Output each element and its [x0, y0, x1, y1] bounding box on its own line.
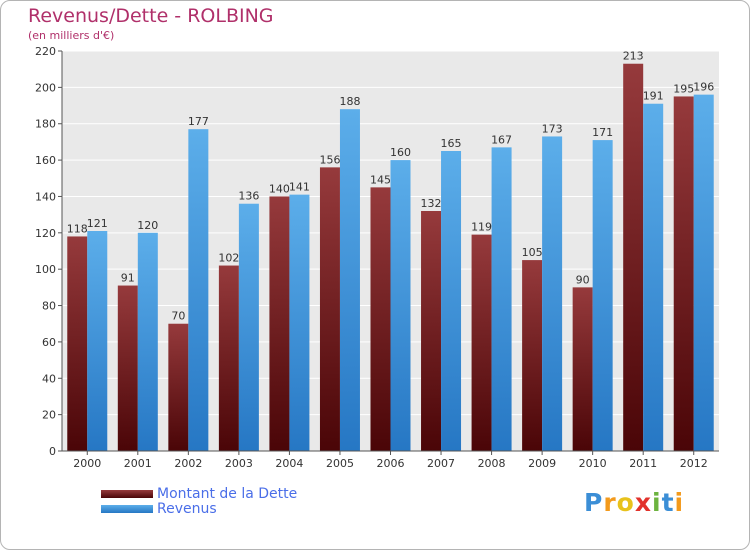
- data-label-debt: 156: [319, 153, 340, 166]
- x-tick-label: 2011: [629, 457, 657, 470]
- bar-debt: [421, 211, 442, 451]
- proxiti-logo: Proxiti: [584, 488, 684, 517]
- data-label-debt: 105: [522, 246, 543, 259]
- data-label-revenus: 141: [289, 181, 310, 194]
- bar-revenus: [289, 194, 310, 452]
- legend-swatch-debt: [101, 490, 153, 498]
- data-label-debt: 140: [269, 182, 290, 195]
- bar-debt: [67, 236, 88, 451]
- data-label-revenus: 191: [643, 90, 664, 103]
- bar-revenus: [137, 232, 158, 451]
- data-label-debt: 119: [471, 221, 492, 234]
- logo-letter: t: [661, 488, 675, 517]
- logo-letter: o: [616, 488, 635, 517]
- y-tick-label: 60: [42, 336, 56, 349]
- y-tick-label: 160: [35, 154, 56, 167]
- logo-letter: r: [603, 488, 617, 517]
- bar-revenus: [592, 140, 613, 451]
- y-tick-label: 180: [35, 118, 56, 131]
- x-tick-label: 2001: [124, 457, 152, 470]
- legend-label-debt: Montant de la Dette: [157, 486, 298, 502]
- bar-debt: [218, 265, 239, 451]
- bar-revenus: [542, 136, 563, 452]
- legend-label-revenus: Revenus: [157, 501, 217, 517]
- x-tick-label: 2006: [377, 457, 405, 470]
- bar-revenus: [390, 160, 411, 451]
- bar-debt: [370, 187, 391, 451]
- data-label-debt: 213: [623, 50, 644, 63]
- x-tick-label: 2004: [275, 457, 303, 470]
- y-tick-label: 120: [35, 227, 56, 240]
- data-label-revenus: 165: [441, 137, 462, 150]
- data-label-revenus: 160: [390, 146, 411, 159]
- data-label-debt: 195: [673, 82, 694, 95]
- x-tick-label: 2009: [528, 457, 556, 470]
- y-tick-label: 100: [35, 263, 56, 276]
- y-tick-label: 80: [42, 300, 56, 313]
- data-label-debt: 118: [67, 222, 88, 235]
- bar-debt: [522, 260, 543, 451]
- data-label-revenus: 196: [693, 81, 714, 94]
- data-label-debt: 132: [421, 197, 442, 210]
- data-label-revenus: 173: [542, 122, 563, 135]
- data-label-revenus: 167: [491, 133, 512, 146]
- bar-revenus: [643, 103, 664, 452]
- data-label-debt: 102: [218, 252, 239, 265]
- x-tick-label: 2003: [225, 457, 253, 470]
- data-label-revenus: 171: [592, 126, 613, 139]
- bar-debt: [471, 234, 492, 451]
- bar-revenus: [339, 109, 360, 451]
- bar-debt: [168, 323, 189, 451]
- chart-subtitle: (en milliers d'€): [28, 29, 115, 42]
- bar-debt: [572, 287, 593, 451]
- data-label-debt: 90: [576, 273, 590, 286]
- data-label-debt: 91: [121, 272, 135, 285]
- y-tick-label: 40: [42, 372, 56, 385]
- data-label-revenus: 120: [137, 219, 158, 232]
- bar-debt: [623, 63, 644, 452]
- x-tick-label: 2008: [478, 457, 506, 470]
- bar-revenus: [441, 151, 462, 451]
- chart-title: Revenus/Dette - ROLBING: [28, 5, 274, 27]
- x-tick-label: 2005: [326, 457, 354, 470]
- y-tick-label: 20: [42, 409, 56, 422]
- data-label-revenus: 177: [188, 115, 209, 128]
- x-tick-label: 2007: [427, 457, 455, 470]
- y-tick-label: 0: [49, 445, 56, 458]
- bar-revenus: [238, 203, 259, 451]
- bar-revenus: [491, 147, 512, 451]
- bar-debt: [319, 167, 340, 451]
- x-tick-label: 2012: [680, 457, 708, 470]
- y-tick-label: 200: [35, 81, 56, 94]
- data-label-revenus: 136: [238, 190, 259, 203]
- x-tick-label: 2000: [73, 457, 101, 470]
- data-label-revenus: 188: [339, 95, 360, 108]
- bar-debt: [117, 285, 138, 451]
- logo-letter: P: [584, 488, 604, 517]
- bar-revenus: [188, 129, 209, 451]
- bar-debt: [269, 196, 290, 451]
- x-tick-label: 2010: [579, 457, 607, 470]
- y-tick-label: 140: [35, 190, 56, 203]
- data-label-debt: 70: [171, 310, 185, 323]
- legend-swatch-revenus: [101, 505, 153, 513]
- logo-letter: i: [674, 488, 685, 517]
- x-tick-label: 2002: [174, 457, 202, 470]
- bar-revenus: [693, 94, 714, 452]
- logo-letter: x: [634, 488, 652, 517]
- y-tick-label: 220: [35, 45, 56, 58]
- bar-debt: [673, 96, 694, 452]
- logo-letter: i: [652, 488, 662, 517]
- data-label-revenus: 121: [87, 217, 108, 230]
- data-label-debt: 145: [370, 173, 391, 186]
- bar-revenus: [87, 231, 108, 451]
